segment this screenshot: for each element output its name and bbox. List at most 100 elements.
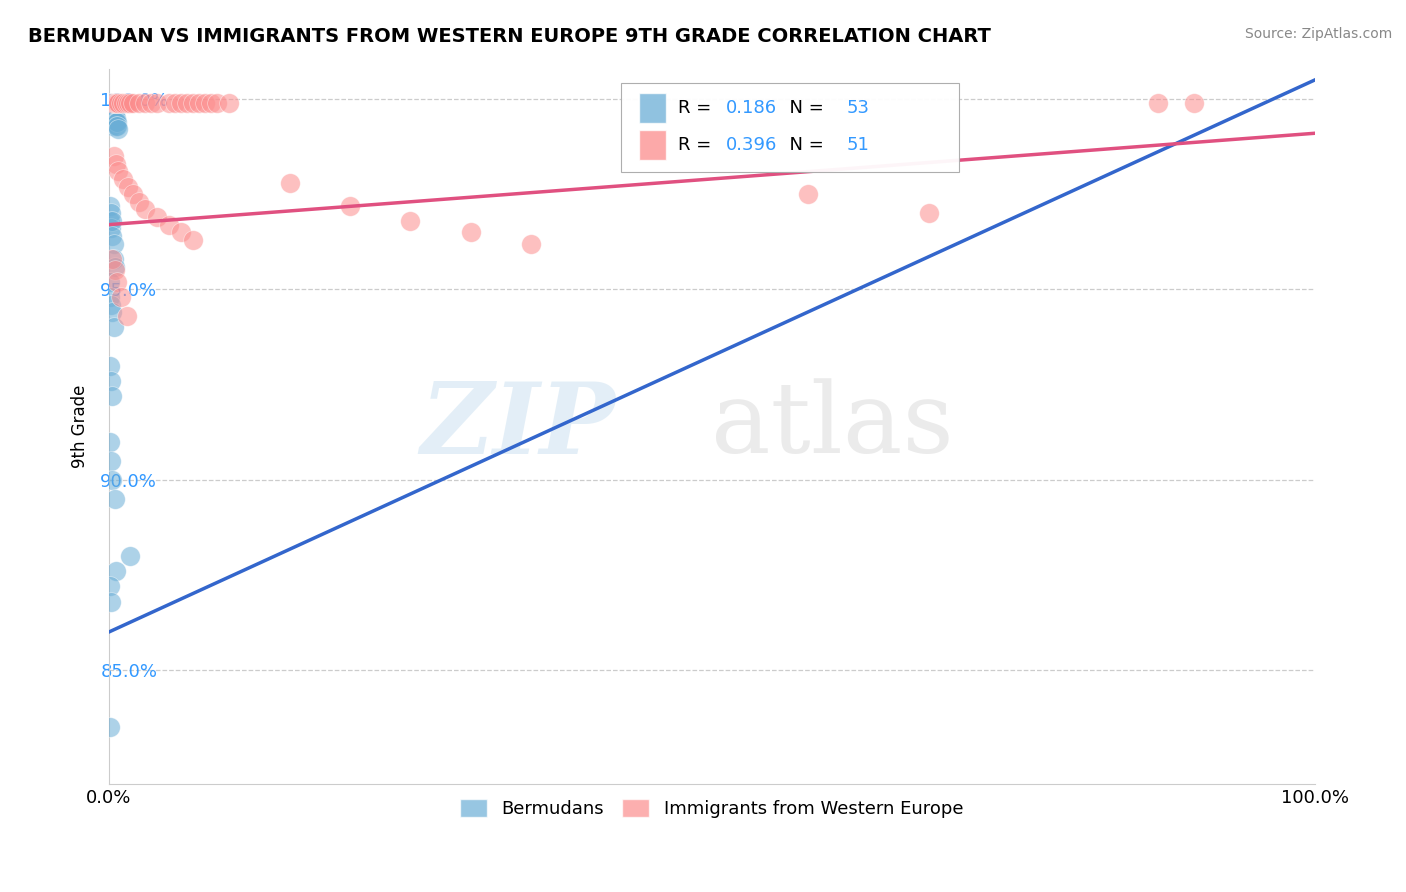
Point — [176, 95, 198, 110]
Point — [98, 359, 121, 373]
Point — [104, 157, 127, 171]
Point — [104, 115, 127, 129]
Point — [339, 199, 361, 213]
Point — [105, 95, 128, 110]
Point — [98, 100, 121, 114]
Point — [104, 263, 127, 277]
FancyBboxPatch shape — [621, 83, 959, 172]
Text: R =: R = — [678, 136, 717, 154]
Point — [1147, 95, 1170, 110]
Point — [101, 252, 124, 266]
Point — [104, 491, 127, 506]
Point — [98, 107, 121, 121]
Point — [120, 95, 142, 110]
Point — [107, 122, 129, 136]
Point — [103, 103, 125, 118]
Point — [103, 107, 125, 121]
Point — [181, 95, 204, 110]
Point — [101, 229, 124, 244]
Text: N =: N = — [778, 136, 830, 154]
Point — [218, 95, 240, 110]
Point — [101, 214, 124, 228]
Point — [200, 95, 222, 110]
Text: 53: 53 — [846, 99, 870, 117]
Point — [100, 111, 122, 125]
Point — [146, 95, 169, 110]
Point — [110, 95, 132, 110]
Point — [163, 95, 186, 110]
Point — [100, 100, 122, 114]
Point — [1182, 95, 1205, 110]
Point — [98, 579, 121, 593]
Point — [98, 290, 121, 304]
Point — [112, 95, 135, 110]
Point — [104, 95, 127, 110]
Point — [98, 95, 121, 110]
Point — [170, 225, 193, 239]
FancyBboxPatch shape — [640, 93, 666, 123]
Point — [103, 236, 125, 251]
Point — [117, 179, 139, 194]
Point — [98, 103, 121, 118]
Point — [157, 218, 180, 232]
Point — [157, 95, 180, 110]
Point — [121, 187, 143, 202]
Point — [114, 95, 136, 110]
Point — [101, 95, 124, 110]
Point — [104, 115, 127, 129]
Point — [101, 389, 124, 403]
Point — [128, 95, 150, 110]
Point — [104, 111, 127, 125]
Point — [105, 275, 128, 289]
Text: 0.186: 0.186 — [727, 99, 778, 117]
Point — [105, 119, 128, 133]
Point — [120, 549, 142, 563]
Point — [134, 202, 156, 217]
Point — [103, 149, 125, 163]
Point — [112, 172, 135, 186]
Point — [101, 100, 124, 114]
Point — [107, 95, 129, 110]
Point — [104, 95, 127, 110]
Point — [100, 221, 122, 235]
Point — [107, 164, 129, 178]
Point — [98, 199, 121, 213]
FancyBboxPatch shape — [640, 130, 666, 161]
Point — [460, 225, 482, 239]
Point — [104, 260, 127, 274]
Point — [194, 95, 217, 110]
Text: BERMUDAN VS IMMIGRANTS FROM WESTERN EUROPE 9TH GRADE CORRELATION CHART: BERMUDAN VS IMMIGRANTS FROM WESTERN EURO… — [28, 27, 991, 45]
Point — [103, 320, 125, 334]
Point — [100, 107, 122, 121]
Point — [115, 309, 138, 323]
Text: ZIP: ZIP — [420, 378, 616, 475]
Point — [103, 111, 125, 125]
Point — [117, 95, 139, 110]
Point — [104, 107, 127, 121]
Text: R =: R = — [678, 99, 717, 117]
Point — [103, 252, 125, 266]
Point — [181, 233, 204, 247]
Point — [918, 206, 941, 220]
Point — [105, 115, 128, 129]
Text: N =: N = — [778, 99, 830, 117]
Text: 51: 51 — [846, 136, 870, 154]
Point — [110, 290, 132, 304]
Point — [139, 95, 162, 110]
Point — [98, 720, 121, 734]
Y-axis label: 9th Grade: 9th Grade — [72, 384, 89, 468]
Point — [188, 95, 211, 110]
Point — [98, 434, 121, 449]
Point — [121, 95, 143, 110]
Point — [98, 275, 121, 289]
Point — [207, 95, 229, 110]
Point — [98, 214, 121, 228]
Text: Source: ZipAtlas.com: Source: ZipAtlas.com — [1244, 27, 1392, 41]
Point — [399, 214, 422, 228]
Point — [134, 95, 156, 110]
Point — [520, 236, 543, 251]
Point — [101, 115, 124, 129]
Point — [104, 564, 127, 578]
Point — [101, 107, 124, 121]
Point — [128, 194, 150, 209]
